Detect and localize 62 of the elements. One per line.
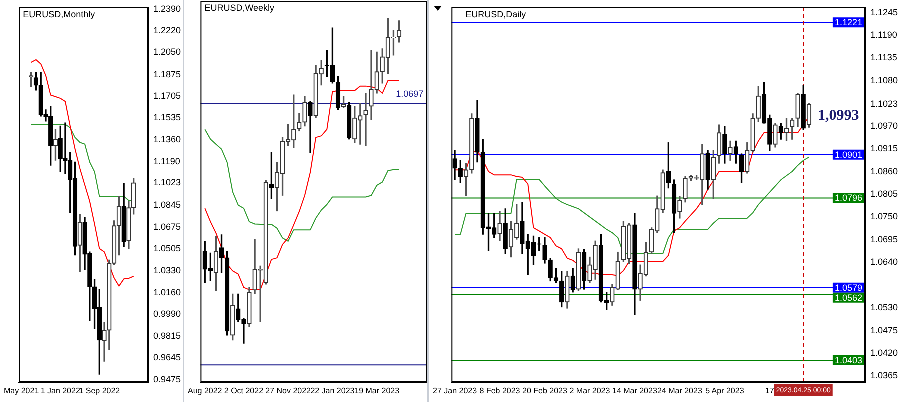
- y-tick-label: 1.0160: [153, 287, 182, 298]
- y-tick-label: 1.0695: [870, 234, 898, 244]
- y-tick-label: 1.1245: [870, 7, 898, 18]
- ref-line-label: 1.0796: [834, 193, 862, 204]
- candlestick: [364, 93, 368, 146]
- x-tick-label: 14 Mar 2023: [612, 386, 658, 396]
- y-tick-label: 0.9645: [153, 352, 182, 363]
- y-tick-label: 1.1190: [870, 30, 898, 40]
- x-tick-label: 27 Jan 2023: [432, 386, 478, 396]
- y-tick-label: 1.0805: [870, 188, 898, 199]
- x-tick-label: May 2021: [4, 386, 40, 396]
- x-tick-label: 8 Feb 2023: [480, 386, 521, 396]
- text: 1,0993: [818, 108, 860, 124]
- y-tick-label: 1.0530: [870, 302, 898, 313]
- x-tick-label: 2 Oct 2022: [224, 386, 264, 396]
- y-tick-label: 1.2220: [153, 25, 182, 36]
- y-tick-label: 0.9475: [153, 374, 182, 384]
- x-tick-label: 27 Nov 2022: [266, 386, 312, 396]
- y-tick-label: 1.0420: [870, 348, 898, 358]
- y-tick-label: 1.0365: [870, 370, 898, 381]
- y-tick-label: 1.0475: [870, 325, 898, 336]
- y-tick-label: 1.0505: [153, 243, 182, 254]
- x-tick-label: 1 Sep 2022: [79, 386, 121, 396]
- y-tick-label: 1.1135: [870, 52, 898, 63]
- x-tick-label: Aug 2022: [188, 386, 223, 396]
- ref-line-label: 1.0901: [834, 150, 862, 160]
- y-tick-label: 1.1023: [153, 178, 182, 188]
- annotation: 1.0697: [396, 88, 424, 99]
- ref-line-label: 1.0403: [834, 355, 862, 366]
- x-tick-label: 24 Mar 2023: [657, 386, 703, 396]
- y-tick-label: 1.0860: [870, 166, 898, 176]
- y-tick-label: 1.2050: [153, 47, 182, 58]
- y-tick-label: 1.0640: [870, 257, 898, 268]
- x-tick-label: 17: [765, 386, 775, 396]
- y-tick-label: 1.0750: [870, 212, 898, 222]
- y-tick-label: 1.1875: [153, 69, 182, 80]
- y-tick-label: 1.1705: [153, 90, 182, 101]
- ref-line-label: 1.0562: [834, 292, 862, 303]
- y-tick-label: 1.1080: [870, 75, 898, 86]
- y-tick-label: 1.0915: [870, 144, 898, 154]
- ref-line-label: 1.0579: [834, 282, 862, 293]
- chart-title: EURUSD,Weekly: [204, 2, 276, 13]
- y-tick-label: 1.1023: [870, 98, 898, 109]
- y-tick-label: 1.0675: [153, 222, 182, 232]
- y-tick-label: 1.1535: [153, 112, 182, 122]
- y-tick-label: 1.1360: [153, 134, 182, 145]
- y-tick-label: 1.0330: [153, 266, 182, 276]
- ref-line-label: 1.1221: [834, 18, 862, 28]
- y-tick-label: 0.9815: [153, 331, 182, 342]
- x-tick-label: 1 Jan 2022: [40, 386, 81, 396]
- y-tick-label: 1.0970: [870, 120, 898, 131]
- x-tick-label: 19 Mar 2023: [354, 386, 400, 396]
- y-tick-label: 1.0845: [153, 200, 182, 210]
- y-tick-label: 1.1190: [153, 156, 180, 166]
- x-tick-label: 2 Mar 2023: [570, 386, 611, 396]
- chart-title: EURUSD,Daily: [466, 9, 527, 20]
- y-tick-label: 0.9990: [153, 308, 182, 319]
- x-tick-label: 22 Jan 2023: [310, 386, 356, 396]
- x-tick-label: 20 Feb 2023: [522, 386, 568, 396]
- chart-title: EURUSD,Monthly: [23, 9, 96, 20]
- y-tick-label: 1.2390: [153, 4, 182, 14]
- x-tick-label: 5 Apr 2023: [706, 386, 745, 396]
